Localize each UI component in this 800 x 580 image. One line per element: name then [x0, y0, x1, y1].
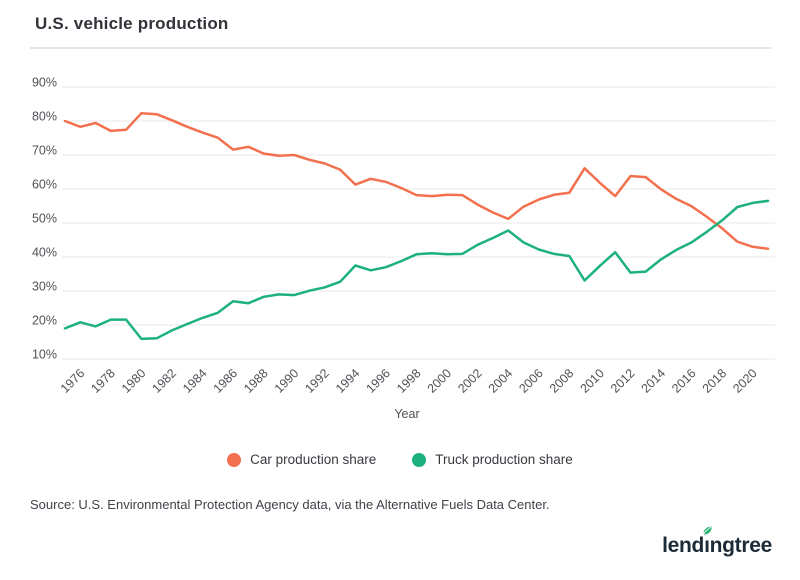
x-axis-tick-label: 2012 [608, 366, 638, 396]
y-axis-tick-label: 50% [32, 212, 57, 226]
y-axis-tick-label: 20% [32, 314, 57, 328]
x-axis-tick-label: 2008 [547, 366, 577, 396]
y-axis-tick-label: 10% [32, 348, 57, 362]
x-axis-tick-label: 1992 [302, 366, 332, 396]
x-axis-tick-label: 2020 [730, 366, 760, 396]
x-axis-tick-label: 1986 [211, 366, 241, 396]
legend-item-car: Car production share [227, 452, 376, 467]
x-axis-title: Year [394, 407, 419, 421]
chart-legend: Car production share Truck production sh… [0, 452, 800, 467]
x-axis-tick-label: 2002 [455, 366, 485, 396]
y-axis-tick-label: 60% [32, 178, 57, 192]
x-axis-tick-label: 1996 [363, 366, 393, 396]
x-axis-tick-label: 1976 [58, 366, 88, 396]
car-share-line [63, 111, 770, 251]
y-axis-tick-label: 30% [32, 280, 57, 294]
x-axis-tick-label: 2004 [486, 366, 516, 396]
x-axis-tick-label: 2018 [700, 366, 730, 396]
x-axis-tick-label: 2010 [577, 366, 607, 396]
x-axis-tick-label: 2014 [639, 366, 669, 396]
x-axis-tick-label: 2016 [669, 366, 699, 396]
truck-legend-label: Truck production share [435, 452, 573, 467]
legend-item-truck: Truck production share [412, 452, 573, 467]
x-axis-tick-label: 1982 [150, 366, 180, 396]
car-legend-dot-icon [227, 452, 242, 467]
logo-text-start: lend [662, 534, 705, 557]
x-axis-tick-label: 1984 [180, 366, 210, 396]
car-legend-label: Car production share [250, 452, 377, 467]
y-axis-tick-label: 40% [32, 246, 57, 260]
line-chart: 90%80%70%60%50%40%30%20%10%1976 1978 1980 1… [32, 76, 775, 421]
x-axis-tick-label: 2006 [516, 366, 546, 396]
y-axis-tick-label: 80% [32, 110, 57, 124]
title-divider [30, 47, 771, 49]
leaf-icon [702, 525, 713, 536]
logo-text-end: ngtree [709, 534, 773, 557]
logo-dotless-i: ı [704, 534, 710, 557]
x-axis-tick-label: 1998 [394, 366, 424, 396]
x-axis-tick-label: 1990 [272, 366, 302, 396]
x-axis-tick-label: 2000 [425, 366, 455, 396]
truck-share-line [63, 199, 770, 341]
page-title: U.S. vehicle production [35, 14, 229, 33]
y-axis-tick-label: 90% [32, 76, 57, 90]
x-axis-tick-label: 1988 [241, 366, 271, 396]
x-axis-tick-label: 1994 [333, 366, 363, 396]
truck-legend-dot-icon [412, 452, 427, 467]
x-axis-tick-label: 1978 [88, 366, 118, 396]
x-axis-tick-label: 1980 [119, 366, 149, 396]
lendingtree-logo: lend ı ngtree [662, 525, 773, 558]
source-attribution: Source: U.S. Environmental Protection Ag… [30, 497, 550, 512]
y-axis-tick-label: 70% [32, 144, 57, 158]
